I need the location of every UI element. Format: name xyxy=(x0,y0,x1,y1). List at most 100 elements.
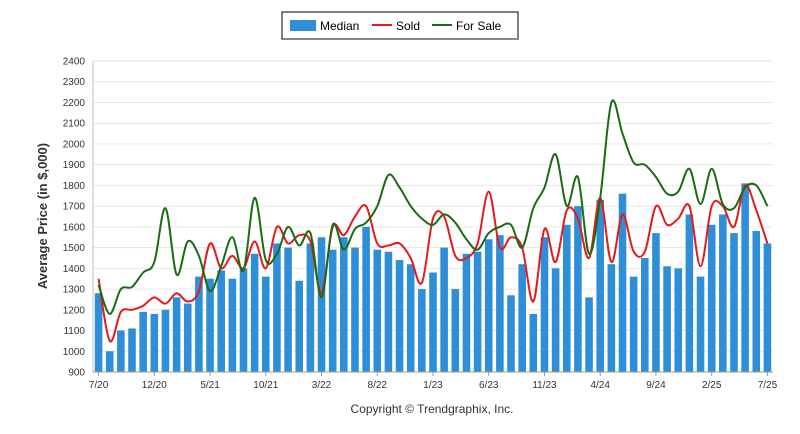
y-tick-label: 1300 xyxy=(63,285,86,296)
median-bar xyxy=(228,278,237,372)
median-bar xyxy=(150,313,159,372)
legend: Median Sold For Sale xyxy=(281,11,519,40)
x-tick-label: 11/23 xyxy=(532,380,557,391)
y-axis-label: Average Price (in $,000) xyxy=(35,143,50,289)
median-bar xyxy=(139,311,147,372)
median-bar xyxy=(496,235,504,372)
median-bar xyxy=(574,206,582,372)
y-tick-label: 2100 xyxy=(63,119,86,130)
median-bar xyxy=(261,276,270,372)
median-bar xyxy=(206,278,214,372)
median-bar xyxy=(507,295,515,372)
median-bar xyxy=(362,226,370,372)
y-tick-label: 1500 xyxy=(63,243,86,254)
median-bar xyxy=(685,214,694,372)
y-tick-label: 2200 xyxy=(63,98,86,109)
y-tick-label: 1400 xyxy=(63,264,86,275)
median-bar xyxy=(752,231,761,372)
x-tick-label: 12/20 xyxy=(142,380,167,391)
y-tick-label: 2000 xyxy=(63,139,86,150)
for-sale-line xyxy=(97,99,769,315)
median-bar xyxy=(418,289,426,372)
y-tick-label: 1600 xyxy=(63,222,86,233)
median-bar xyxy=(696,276,705,372)
median-bar xyxy=(663,266,671,372)
y-tick-label: 1200 xyxy=(63,305,86,316)
median-bar xyxy=(462,253,471,372)
median-bar xyxy=(585,297,593,372)
x-tick-label: 3/22 xyxy=(312,380,332,391)
y-tick-label: 1900 xyxy=(63,160,86,171)
median-bar xyxy=(562,224,571,372)
x-tick-label: 10/21 xyxy=(253,380,278,391)
median-bar xyxy=(707,224,716,372)
median-bar xyxy=(618,193,627,372)
median-bar xyxy=(317,237,326,372)
median-bar xyxy=(484,239,493,372)
median-bar xyxy=(641,257,649,372)
y-tick-label: 1100 xyxy=(63,326,85,337)
y-tick-label: 2300 xyxy=(63,77,86,88)
y-tick-labels: 900 1000 1100 1200 1300 1400 1500 1600 1700 1800 1… xyxy=(63,57,86,379)
median-bar xyxy=(674,268,683,372)
x-tick-label: 9/24 xyxy=(646,380,666,391)
median-bar xyxy=(406,264,415,372)
median-bar xyxy=(117,330,125,372)
legend-shadow xyxy=(283,38,519,40)
median-bar xyxy=(373,249,382,372)
copyright-text: Copyright © Trendgraphix, Inc. xyxy=(351,402,514,416)
y-tick-label: 1700 xyxy=(63,202,86,213)
y-tick-label: 1000 xyxy=(63,347,86,358)
median-bar xyxy=(94,293,103,372)
sold-line xyxy=(97,184,769,343)
legend-median-swatch xyxy=(290,20,316,31)
axes xyxy=(92,61,773,376)
median-bar xyxy=(596,199,605,372)
median-bar xyxy=(529,313,538,372)
legend-for-sale-label: For Sale xyxy=(456,19,502,33)
median-bar xyxy=(730,233,738,372)
x-tick-label: 7/20 xyxy=(89,380,109,391)
median-bar xyxy=(451,289,460,372)
median-bar xyxy=(183,303,192,372)
x-tick-label: 4/24 xyxy=(590,380,610,391)
series-lines xyxy=(97,99,769,343)
x-tick-label: 2/25 xyxy=(702,380,722,391)
x-tick-label: 5/21 xyxy=(200,380,220,391)
median-bar xyxy=(284,247,292,372)
median-bar xyxy=(540,237,549,372)
median-bar xyxy=(351,247,359,372)
median-bar xyxy=(195,276,203,372)
median-bar xyxy=(273,243,281,372)
legend-box xyxy=(281,11,519,40)
median-bars xyxy=(94,183,772,372)
median-bar xyxy=(473,251,482,372)
median-bar xyxy=(518,264,526,372)
median-bar xyxy=(652,233,660,372)
median-bar xyxy=(440,247,448,372)
median-bar xyxy=(328,249,337,372)
median-bar xyxy=(340,237,348,372)
y-tick-label: 1800 xyxy=(63,181,86,192)
median-bar xyxy=(763,243,772,372)
median-bar xyxy=(217,270,225,372)
median-bar xyxy=(719,214,727,372)
median-bar xyxy=(629,276,638,372)
median-bar xyxy=(172,297,181,372)
legend-median-label: Median xyxy=(320,19,359,33)
x-tick-label: 6/23 xyxy=(479,380,499,391)
x-tick-label: 8/22 xyxy=(368,380,388,391)
median-bar xyxy=(239,268,248,372)
median-bar xyxy=(161,309,170,372)
y-tick-label: 900 xyxy=(68,368,85,379)
median-bar xyxy=(128,328,136,372)
x-tick-label: 7/25 xyxy=(758,380,778,391)
median-bar xyxy=(250,253,259,372)
median-bar xyxy=(105,351,114,372)
median-bar xyxy=(429,272,437,372)
y-tick-label: 2400 xyxy=(63,57,86,68)
median-bar xyxy=(395,260,404,372)
median-bar xyxy=(741,183,749,372)
median-bar xyxy=(607,264,616,372)
